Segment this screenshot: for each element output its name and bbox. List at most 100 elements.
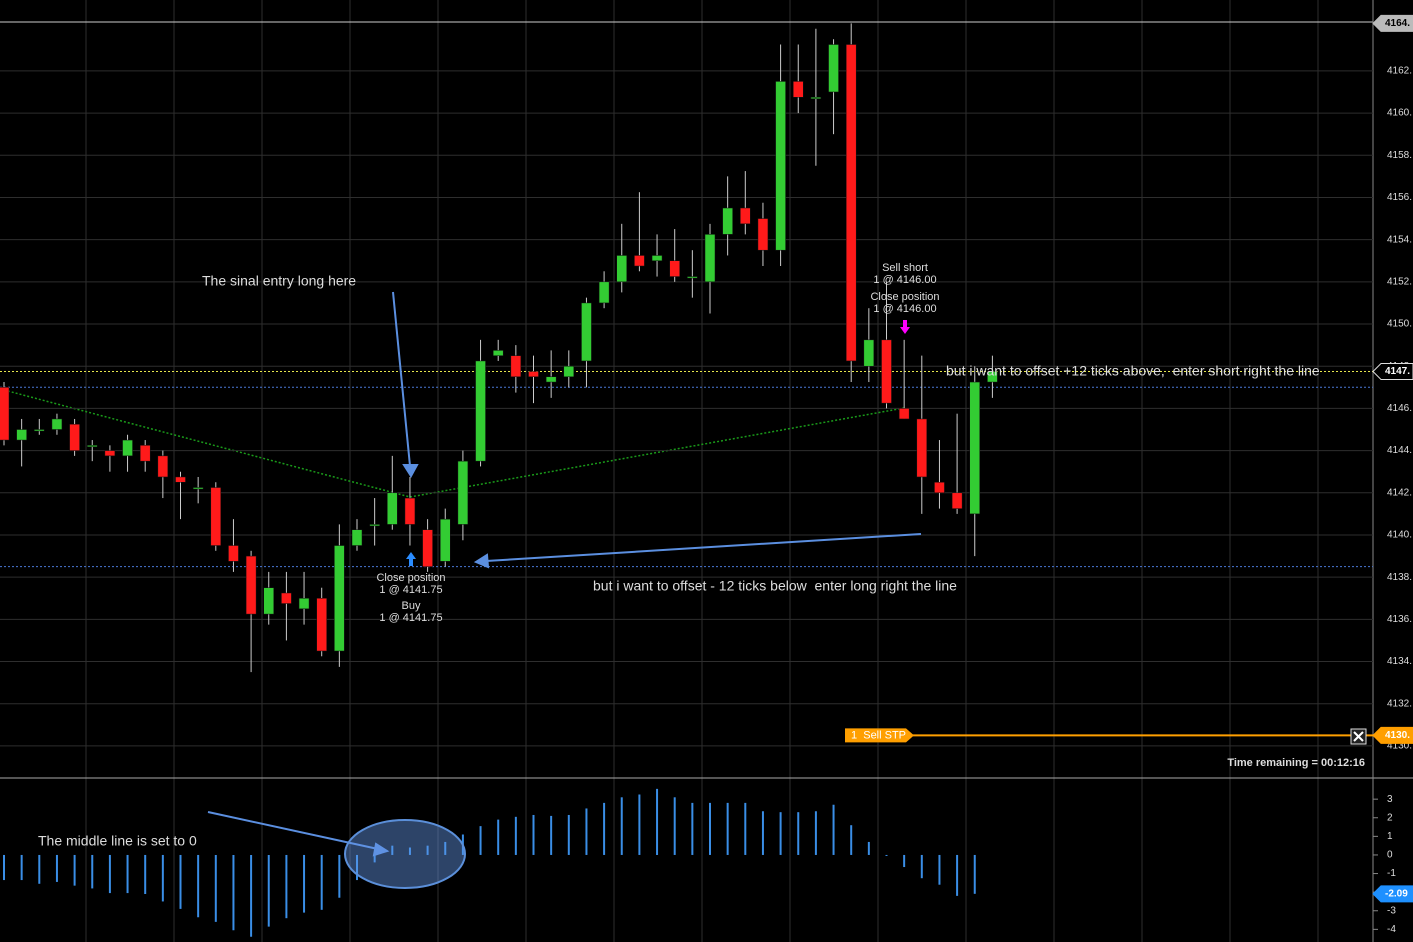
- y-tick-label: 4134.: [1387, 656, 1412, 667]
- candle-body: [69, 423, 80, 451]
- candle-body: [245, 555, 257, 615]
- arrow: [485, 533, 922, 562]
- time-remaining: Time remaining = 00:12:16: [1227, 757, 1365, 769]
- candle-body: [775, 81, 786, 251]
- candle-body: [987, 371, 998, 383]
- order-label: 1 Sell STP: [851, 729, 906, 741]
- candle-body: [192, 487, 204, 490]
- candle-body: [157, 455, 169, 478]
- highlight-ellipse: [344, 819, 466, 889]
- y-tick-label: -3: [1387, 905, 1396, 916]
- annotation: 1 @ 4141.75: [379, 584, 442, 596]
- y-tick-label: -1: [1387, 868, 1396, 879]
- vertical-grid: [85, 0, 1319, 942]
- candle-body: [863, 339, 875, 367]
- candle-body: [634, 255, 645, 267]
- y-tick-label: 4146.: [1387, 403, 1412, 414]
- y-tick-label: 1: [1387, 831, 1393, 842]
- y-tick-label: 4156.: [1387, 192, 1412, 203]
- annotation: The sinal entry long here: [202, 273, 356, 289]
- candle-body: [351, 529, 363, 546]
- candle-body: [87, 445, 98, 448]
- candle-body: [704, 234, 716, 283]
- marks: 4130. 4132. 4134. 4136. 4138. 4140. 4142. 4144.…: [0, 14, 1413, 937]
- candle-body: [475, 360, 486, 462]
- candle-body: [934, 481, 945, 494]
- candle-body: [422, 529, 433, 567]
- order-tag: [845, 728, 914, 743]
- y-tick-label: 4144.: [1387, 445, 1412, 456]
- price-tag-label: -2.09: [1385, 888, 1408, 899]
- candle-body: [669, 260, 680, 277]
- arrow-head: [473, 553, 490, 569]
- annotation-arrows: [207, 291, 922, 857]
- price-tag-label: 4164.: [1385, 18, 1410, 29]
- candle-body: [616, 255, 627, 283]
- candle-body: [175, 476, 186, 483]
- annotation: Close position: [870, 291, 939, 303]
- annotation: but i want to offset +12 ticks above, en…: [946, 363, 1320, 379]
- candle-body: [492, 350, 504, 356]
- arrow: [392, 291, 411, 467]
- candle-body: [51, 418, 63, 430]
- price-tag: [1372, 362, 1413, 380]
- candle-body: [298, 598, 310, 610]
- candle-body: [0, 387, 10, 441]
- candle-body: [916, 418, 928, 478]
- candle-body: [969, 381, 980, 515]
- candle-body: [757, 218, 769, 251]
- y-tick-label: 4140.: [1387, 530, 1412, 541]
- price-tag-label: 4130.: [1385, 730, 1410, 741]
- candle-body: [263, 587, 274, 615]
- annotation: Buy: [402, 600, 421, 612]
- candle-body: [528, 371, 539, 378]
- candle-body: [651, 255, 663, 261]
- y-tick-label: 4160.: [1387, 108, 1412, 119]
- annotation: Close position: [376, 572, 445, 584]
- candle-body: [828, 44, 839, 93]
- annotation: 1 @ 4146.00: [873, 274, 936, 286]
- candle-body: [139, 445, 151, 462]
- candle-body: [545, 376, 557, 383]
- candle-body: [334, 545, 345, 652]
- candle-body: [687, 276, 698, 279]
- y-tick-label: -4: [1387, 924, 1396, 935]
- candle-body: [722, 207, 733, 235]
- candle-body: [845, 44, 857, 362]
- y-tick-label: 4132.: [1387, 698, 1412, 709]
- y-tick-label: 4154.: [1387, 234, 1412, 245]
- candle-body: [581, 302, 592, 362]
- price-tag-label: 4147.: [1385, 366, 1410, 377]
- candle-body: [16, 429, 27, 441]
- candle-body: [793, 81, 804, 98]
- candle-body: [810, 97, 822, 99]
- candle-body: [104, 450, 116, 457]
- price-tag: [1372, 14, 1413, 32]
- candle-body: [457, 460, 469, 525]
- arrow: [207, 811, 379, 850]
- candle-body: [740, 207, 751, 225]
- candle-body: [387, 492, 398, 525]
- sell-marker: [900, 320, 910, 334]
- y-tick-label: 4138.: [1387, 572, 1412, 583]
- annotation: Sell short: [882, 262, 928, 274]
- candle-body: [951, 492, 963, 509]
- arrow-head: [372, 842, 390, 857]
- candle-body: [281, 592, 292, 604]
- price-tag: [1372, 885, 1413, 903]
- candle-body: [510, 355, 522, 378]
- candle-body: [228, 545, 239, 562]
- y-tick-label: 4150.: [1387, 319, 1412, 330]
- annotation: The middle line is set to 0: [38, 833, 197, 849]
- candle-body: [440, 518, 451, 562]
- close-order-button[interactable]: [1350, 728, 1367, 745]
- y-tick-label: 4142.: [1387, 487, 1412, 498]
- y-tick-label: 0: [1387, 850, 1393, 861]
- arrow-head: [402, 464, 419, 478]
- buy-marker: [406, 552, 416, 566]
- candle-body: [898, 408, 910, 420]
- annotation: 1 @ 4146.00: [873, 303, 936, 315]
- candle-body: [404, 497, 416, 525]
